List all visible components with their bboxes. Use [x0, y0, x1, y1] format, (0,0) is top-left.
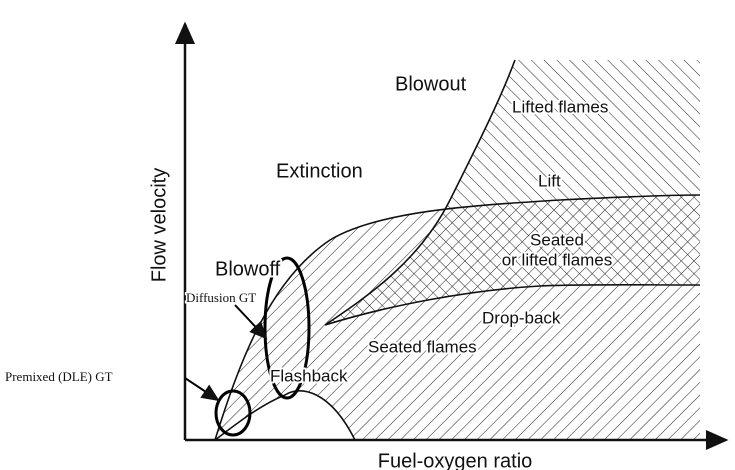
- region-label: Seated: [530, 230, 584, 249]
- region-label: or lifted flames: [502, 250, 613, 269]
- premixed-pointer: [184, 377, 220, 402]
- diffusion-pointer: [234, 304, 268, 340]
- region-label: Lift: [538, 171, 561, 190]
- blowout-curve: [324, 59, 516, 326]
- region-label: Flashback: [270, 366, 348, 385]
- region-label: Blowout: [395, 73, 467, 95]
- region-label: Blowoff: [215, 258, 281, 280]
- y-axis-label: Flow velocity: [148, 168, 170, 282]
- region-label: Extinction: [276, 160, 363, 182]
- region-label: Drop-back: [482, 308, 561, 327]
- lifted-region: [325, 60, 700, 325]
- x-axis-label: Fuel-oxygen ratio: [378, 450, 533, 470]
- region-label: Seated flames: [368, 337, 477, 356]
- region-label: Lifted flames: [512, 97, 608, 116]
- drop-back-curve: [324, 283, 701, 326]
- annotation: Diffusion GT: [186, 290, 256, 305]
- flashback-curve: [214, 389, 356, 441]
- premixed-ellipse: [214, 389, 252, 437]
- annotation: Premixed (DLE) GT: [5, 369, 113, 384]
